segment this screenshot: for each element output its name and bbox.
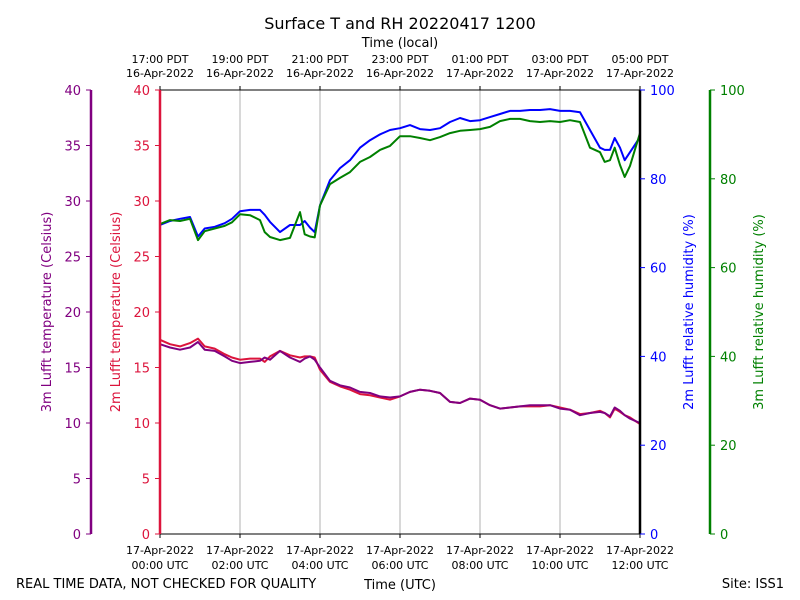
y-tick-label: 30 [64,195,81,210]
y-tick-label: 30 [133,195,150,210]
y-tick-label: 35 [133,140,150,155]
top-axis-label: Time (local) [361,36,438,51]
x-tick-time: 10:00 UTC [531,559,588,572]
y-tick-label: 40 [650,350,667,365]
x-tick-time: 12:00 UTC [611,559,668,572]
y-tick-label: 15 [64,362,81,377]
y-tick-label: 20 [650,439,667,454]
top-tick-date: 16-Apr-2022 [126,67,194,80]
x-tick-time: 06:00 UTC [371,559,428,572]
y-tick-label: 25 [133,251,150,266]
y-tick-label: 40 [720,350,737,365]
y-axis-label-t3: 3m Lufft temperature (Celsius) [40,212,55,413]
y-tick-label: 20 [720,439,737,454]
x-tick-time: 08:00 UTC [451,559,508,572]
y-tick-label: 80 [720,173,737,188]
top-tick-date: 16-Apr-2022 [206,67,274,80]
y-axis-label-t2: 2m Lufft temperature (Celsius) [109,212,124,413]
y-axis-label-rh2: 2m Lufft relative humidity (%) [682,214,697,410]
x-axis-label: Time (UTC) [363,578,436,593]
y-tick-label: 10 [133,417,150,432]
y-tick-label: 0 [73,528,81,543]
y-tick-label: 80 [650,173,667,188]
x-tick-date: 17-Apr-2022 [286,544,354,557]
y-tick-label: 5 [73,473,81,488]
x-tick-date: 17-Apr-2022 [126,544,194,557]
top-tick-time: 21:00 PDT [291,53,348,66]
chart-title: Surface T and RH 20220417 1200 [264,14,536,33]
y-tick-label: 40 [64,84,81,99]
y-tick-label: 100 [650,84,675,99]
y-axis-label-rh3: 3m Lufft relative humidity (%) [752,214,767,410]
top-tick-date: 17-Apr-2022 [446,67,514,80]
top-tick-date: 16-Apr-2022 [366,67,434,80]
x-tick-time: 04:00 UTC [291,559,348,572]
x-tick-time: 02:00 UTC [211,559,268,572]
footer-site: Site: ISS1 [722,577,784,592]
y-tick-label: 0 [142,528,150,543]
top-tick-time: 17:00 PDT [131,53,188,66]
top-tick-date: 17-Apr-2022 [526,67,594,80]
y-tick-label: 60 [720,262,737,277]
y-tick-label: 60 [650,262,667,277]
x-tick-date: 17-Apr-2022 [526,544,594,557]
x-tick-date: 17-Apr-2022 [206,544,274,557]
y-tick-label: 35 [64,140,81,155]
top-tick-time: 05:00 PDT [611,53,668,66]
y-tick-label: 10 [64,417,81,432]
series-line-rh2 [159,108,641,238]
x-tick-date: 17-Apr-2022 [366,544,434,557]
top-tick-time: 03:00 PDT [531,53,588,66]
y-tick-label: 0 [650,528,658,543]
top-tick-date: 17-Apr-2022 [606,67,674,80]
y-tick-label: 20 [133,306,150,321]
y-tick-label: 20 [64,306,81,321]
y-tick-label: 25 [64,251,81,266]
y-tick-label: 0 [720,528,728,543]
top-tick-time: 01:00 PDT [451,53,508,66]
y-tick-label: 15 [133,362,150,377]
y-tick-label: 40 [133,84,150,99]
y-tick-label: 100 [720,84,745,99]
top-tick-time: 23:00 PDT [371,53,428,66]
x-tick-date: 17-Apr-2022 [606,544,674,557]
series-line-t3 [159,341,641,424]
y-tick-label: 5 [142,473,150,488]
x-tick-date: 17-Apr-2022 [446,544,514,557]
x-tick-time: 00:00 UTC [131,559,188,572]
top-tick-time: 19:00 PDT [211,53,268,66]
top-tick-date: 16-Apr-2022 [286,67,354,80]
series-line-rh3 [159,117,641,242]
footer-quality-note: REAL TIME DATA, NOT CHECKED FOR QUALITY [16,577,316,592]
